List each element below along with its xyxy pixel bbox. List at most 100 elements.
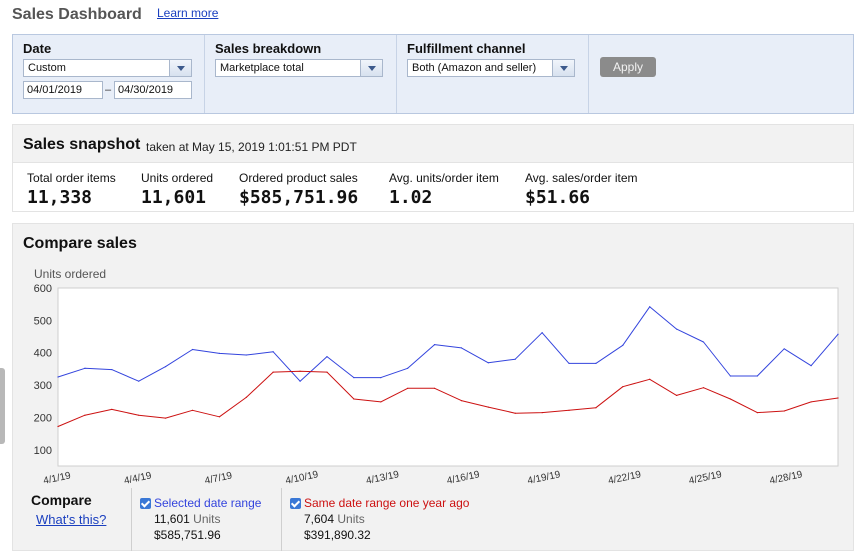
data-point bbox=[433, 387, 436, 389]
data-point bbox=[218, 416, 220, 418]
chevron-down-icon bbox=[360, 60, 382, 76]
breakdown-select[interactable]: Marketplace total bbox=[215, 59, 383, 77]
data-point bbox=[460, 347, 463, 349]
data-point bbox=[353, 377, 355, 379]
series-line-selected-range bbox=[57, 306, 839, 382]
y-tick-label: 500 bbox=[34, 315, 52, 327]
date-label: Date bbox=[23, 41, 52, 56]
data-point bbox=[649, 306, 651, 308]
end-date-input[interactable]: 04/30/2019 bbox=[114, 81, 192, 99]
data-point bbox=[57, 425, 59, 428]
data-point bbox=[164, 366, 167, 368]
data-point bbox=[729, 375, 732, 377]
units-ordered-chart: 100 200 300 400 500 600 4/1/19 4/4/19 4/7/19 4/10… bbox=[34, 283, 839, 487]
x-tick-label: 4/25/19 bbox=[688, 469, 723, 487]
metric-total-order-items: Total order items 11,338 bbox=[27, 171, 116, 208]
metric-label: Avg. sales/order item bbox=[525, 171, 638, 185]
data-point bbox=[514, 412, 516, 414]
legend-selected-range: Selected date range 11,601 Units $585,75… bbox=[131, 488, 281, 551]
chart-legend: Compare What's this? Selected date range… bbox=[13, 488, 854, 551]
metric-value: 11,338 bbox=[27, 187, 93, 208]
data-point bbox=[702, 387, 705, 389]
data-point bbox=[568, 409, 570, 411]
data-point bbox=[676, 328, 678, 330]
x-tick-label: 4/7/19 bbox=[204, 470, 234, 487]
data-point bbox=[433, 344, 436, 346]
compare-sales-panel: Compare sales Units ordered 100 200 300 400… bbox=[12, 223, 854, 551]
data-point bbox=[326, 356, 328, 358]
y-tick-label: 400 bbox=[34, 348, 52, 360]
legend-previous-year: Same date range one year ago 7,604 Units… bbox=[281, 488, 481, 551]
data-point bbox=[837, 333, 839, 335]
legend-units: 11,601 Units bbox=[154, 512, 221, 526]
units-value: 7,604 bbox=[304, 512, 335, 526]
data-point bbox=[810, 365, 812, 367]
data-point bbox=[756, 412, 758, 414]
data-point bbox=[299, 380, 301, 382]
data-point bbox=[84, 367, 86, 369]
legend-title: Compare bbox=[31, 492, 92, 508]
data-point bbox=[272, 351, 274, 353]
breakdown-filter: Sales breakdown Marketplace total bbox=[205, 35, 397, 113]
metric-ordered-product-sales: Ordered product sales $585,751.96 bbox=[239, 171, 358, 208]
data-point bbox=[729, 398, 732, 400]
start-date-input[interactable]: 04/01/2019 bbox=[23, 81, 103, 99]
learn-more-link[interactable]: Learn more bbox=[157, 6, 219, 20]
apply-button[interactable]: Apply bbox=[600, 57, 656, 77]
data-point bbox=[407, 367, 409, 369]
data-point bbox=[837, 397, 839, 399]
fulfillment-label: Fulfillment channel bbox=[407, 41, 526, 56]
snapshot-header: Sales snapshot taken at May 15, 2019 1:0… bbox=[13, 125, 853, 163]
units-label: Units bbox=[337, 512, 365, 526]
data-point bbox=[191, 348, 194, 351]
metric-value: 1.02 bbox=[389, 187, 433, 208]
data-point bbox=[407, 387, 409, 389]
x-tick-label: 4/13/19 bbox=[365, 469, 400, 487]
side-scroll-handle[interactable] bbox=[0, 368, 5, 444]
data-point bbox=[622, 386, 624, 388]
x-tick-label: 4/28/19 bbox=[769, 469, 804, 487]
metric-label: Units ordered bbox=[141, 171, 214, 185]
data-point bbox=[138, 380, 140, 382]
data-point bbox=[595, 362, 597, 365]
snapshot-title: Sales snapshot bbox=[23, 136, 141, 153]
chevron-down-icon bbox=[169, 60, 191, 76]
data-point bbox=[218, 352, 220, 354]
data-point bbox=[57, 376, 59, 378]
fulfillment-filter: Fulfillment channel Both (Amazon and sel… bbox=[397, 35, 589, 113]
chevron-down-icon bbox=[552, 60, 574, 76]
date-range-select[interactable]: Custom bbox=[23, 59, 192, 77]
legend-sales: $391,890.32 bbox=[304, 528, 371, 542]
data-point bbox=[649, 378, 651, 380]
whats-this-link[interactable]: What's this? bbox=[36, 512, 107, 527]
data-point bbox=[541, 412, 543, 414]
breakdown-value: Marketplace total bbox=[220, 62, 304, 74]
data-point bbox=[541, 332, 543, 334]
checkbox-previous-year[interactable] bbox=[290, 498, 301, 509]
date-separator: – bbox=[105, 84, 112, 96]
fulfillment-select[interactable]: Both (Amazon and seller) bbox=[407, 59, 575, 77]
data-point bbox=[595, 407, 597, 409]
x-tick-label: 4/4/19 bbox=[123, 470, 153, 487]
y-tick-label: 600 bbox=[34, 283, 52, 295]
data-point bbox=[380, 377, 382, 379]
sales-snapshot: Sales snapshot taken at May 15, 2019 1:0… bbox=[12, 124, 854, 212]
checkbox-selected-range[interactable] bbox=[140, 498, 151, 509]
snapshot-timestamp: taken at May 15, 2019 1:01:51 PM PDT bbox=[146, 140, 357, 154]
data-point bbox=[326, 371, 328, 373]
units-label: Units bbox=[193, 512, 221, 526]
date-filter: Date Custom 04/01/2019 – 04/30/2019 bbox=[13, 35, 205, 113]
data-point bbox=[487, 362, 489, 364]
units-value: 11,601 bbox=[154, 512, 190, 526]
data-point bbox=[783, 348, 785, 350]
x-tick-label: 4/1/19 bbox=[42, 470, 72, 487]
fulfillment-value: Both (Amazon and seller) bbox=[412, 62, 537, 74]
data-point bbox=[245, 396, 247, 398]
metric-value: $51.66 bbox=[525, 187, 591, 208]
metric-avg-units: Avg. units/order item 1.02 bbox=[389, 171, 499, 208]
compare-title: Compare sales bbox=[23, 235, 137, 252]
x-tick-label: 4/19/19 bbox=[526, 469, 561, 487]
data-point bbox=[702, 341, 705, 343]
data-point bbox=[756, 375, 758, 377]
data-point bbox=[783, 410, 785, 412]
